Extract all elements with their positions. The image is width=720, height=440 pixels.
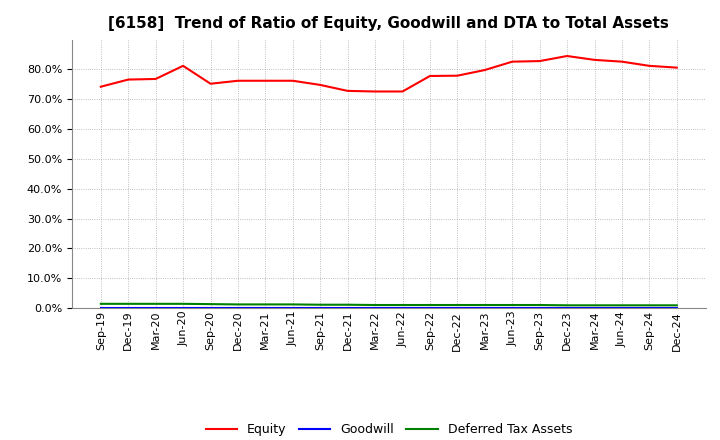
Equity: [426, 73, 434, 79]
Legend: Equity, Goodwill, Deferred Tax Assets: Equity, Goodwill, Deferred Tax Assets: [201, 418, 577, 440]
Deferred Tax Assets: [672, 303, 681, 308]
Line: Equity: Equity: [101, 56, 677, 92]
Equity: [508, 59, 516, 64]
Deferred Tax Assets: [261, 302, 270, 307]
Goodwill: [645, 305, 654, 311]
Goodwill: [261, 305, 270, 311]
Equity: [289, 78, 297, 84]
Deferred Tax Assets: [563, 303, 572, 308]
Goodwill: [233, 305, 242, 311]
Equity: [563, 53, 572, 59]
Deferred Tax Assets: [645, 303, 654, 308]
Deferred Tax Assets: [371, 302, 379, 308]
Equity: [343, 88, 352, 94]
Equity: [398, 89, 407, 94]
Deferred Tax Assets: [453, 302, 462, 308]
Equity: [261, 78, 270, 84]
Equity: [371, 89, 379, 94]
Equity: [96, 84, 105, 89]
Goodwill: [371, 305, 379, 311]
Goodwill: [426, 305, 434, 311]
Equity: [672, 65, 681, 70]
Line: Deferred Tax Assets: Deferred Tax Assets: [101, 304, 677, 305]
Goodwill: [206, 305, 215, 311]
Deferred Tax Assets: [289, 302, 297, 307]
Goodwill: [398, 305, 407, 311]
Deferred Tax Assets: [618, 303, 626, 308]
Deferred Tax Assets: [316, 302, 325, 308]
Deferred Tax Assets: [179, 301, 187, 307]
Equity: [618, 59, 626, 64]
Equity: [206, 81, 215, 86]
Deferred Tax Assets: [343, 302, 352, 308]
Equity: [590, 57, 599, 62]
Deferred Tax Assets: [151, 301, 160, 307]
Equity: [453, 73, 462, 78]
Equity: [645, 63, 654, 69]
Deferred Tax Assets: [96, 301, 105, 307]
Goodwill: [536, 305, 544, 311]
Goodwill: [590, 305, 599, 311]
Goodwill: [343, 305, 352, 311]
Deferred Tax Assets: [426, 302, 434, 308]
Deferred Tax Assets: [206, 301, 215, 307]
Equity: [536, 59, 544, 64]
Deferred Tax Assets: [536, 302, 544, 308]
Goodwill: [453, 305, 462, 311]
Title: [6158]  Trend of Ratio of Equity, Goodwill and DTA to Total Assets: [6158] Trend of Ratio of Equity, Goodwil…: [109, 16, 669, 32]
Goodwill: [480, 305, 489, 311]
Goodwill: [96, 305, 105, 311]
Goodwill: [316, 305, 325, 311]
Equity: [316, 82, 325, 88]
Deferred Tax Assets: [590, 303, 599, 308]
Goodwill: [563, 305, 572, 311]
Equity: [124, 77, 132, 82]
Goodwill: [508, 305, 516, 311]
Equity: [233, 78, 242, 84]
Deferred Tax Assets: [398, 302, 407, 308]
Deferred Tax Assets: [124, 301, 132, 307]
Deferred Tax Assets: [480, 302, 489, 308]
Deferred Tax Assets: [233, 302, 242, 307]
Goodwill: [672, 305, 681, 311]
Equity: [179, 63, 187, 69]
Equity: [151, 76, 160, 81]
Goodwill: [151, 305, 160, 311]
Deferred Tax Assets: [508, 302, 516, 308]
Goodwill: [179, 305, 187, 311]
Goodwill: [289, 305, 297, 311]
Goodwill: [124, 305, 132, 311]
Goodwill: [618, 305, 626, 311]
Equity: [480, 67, 489, 73]
